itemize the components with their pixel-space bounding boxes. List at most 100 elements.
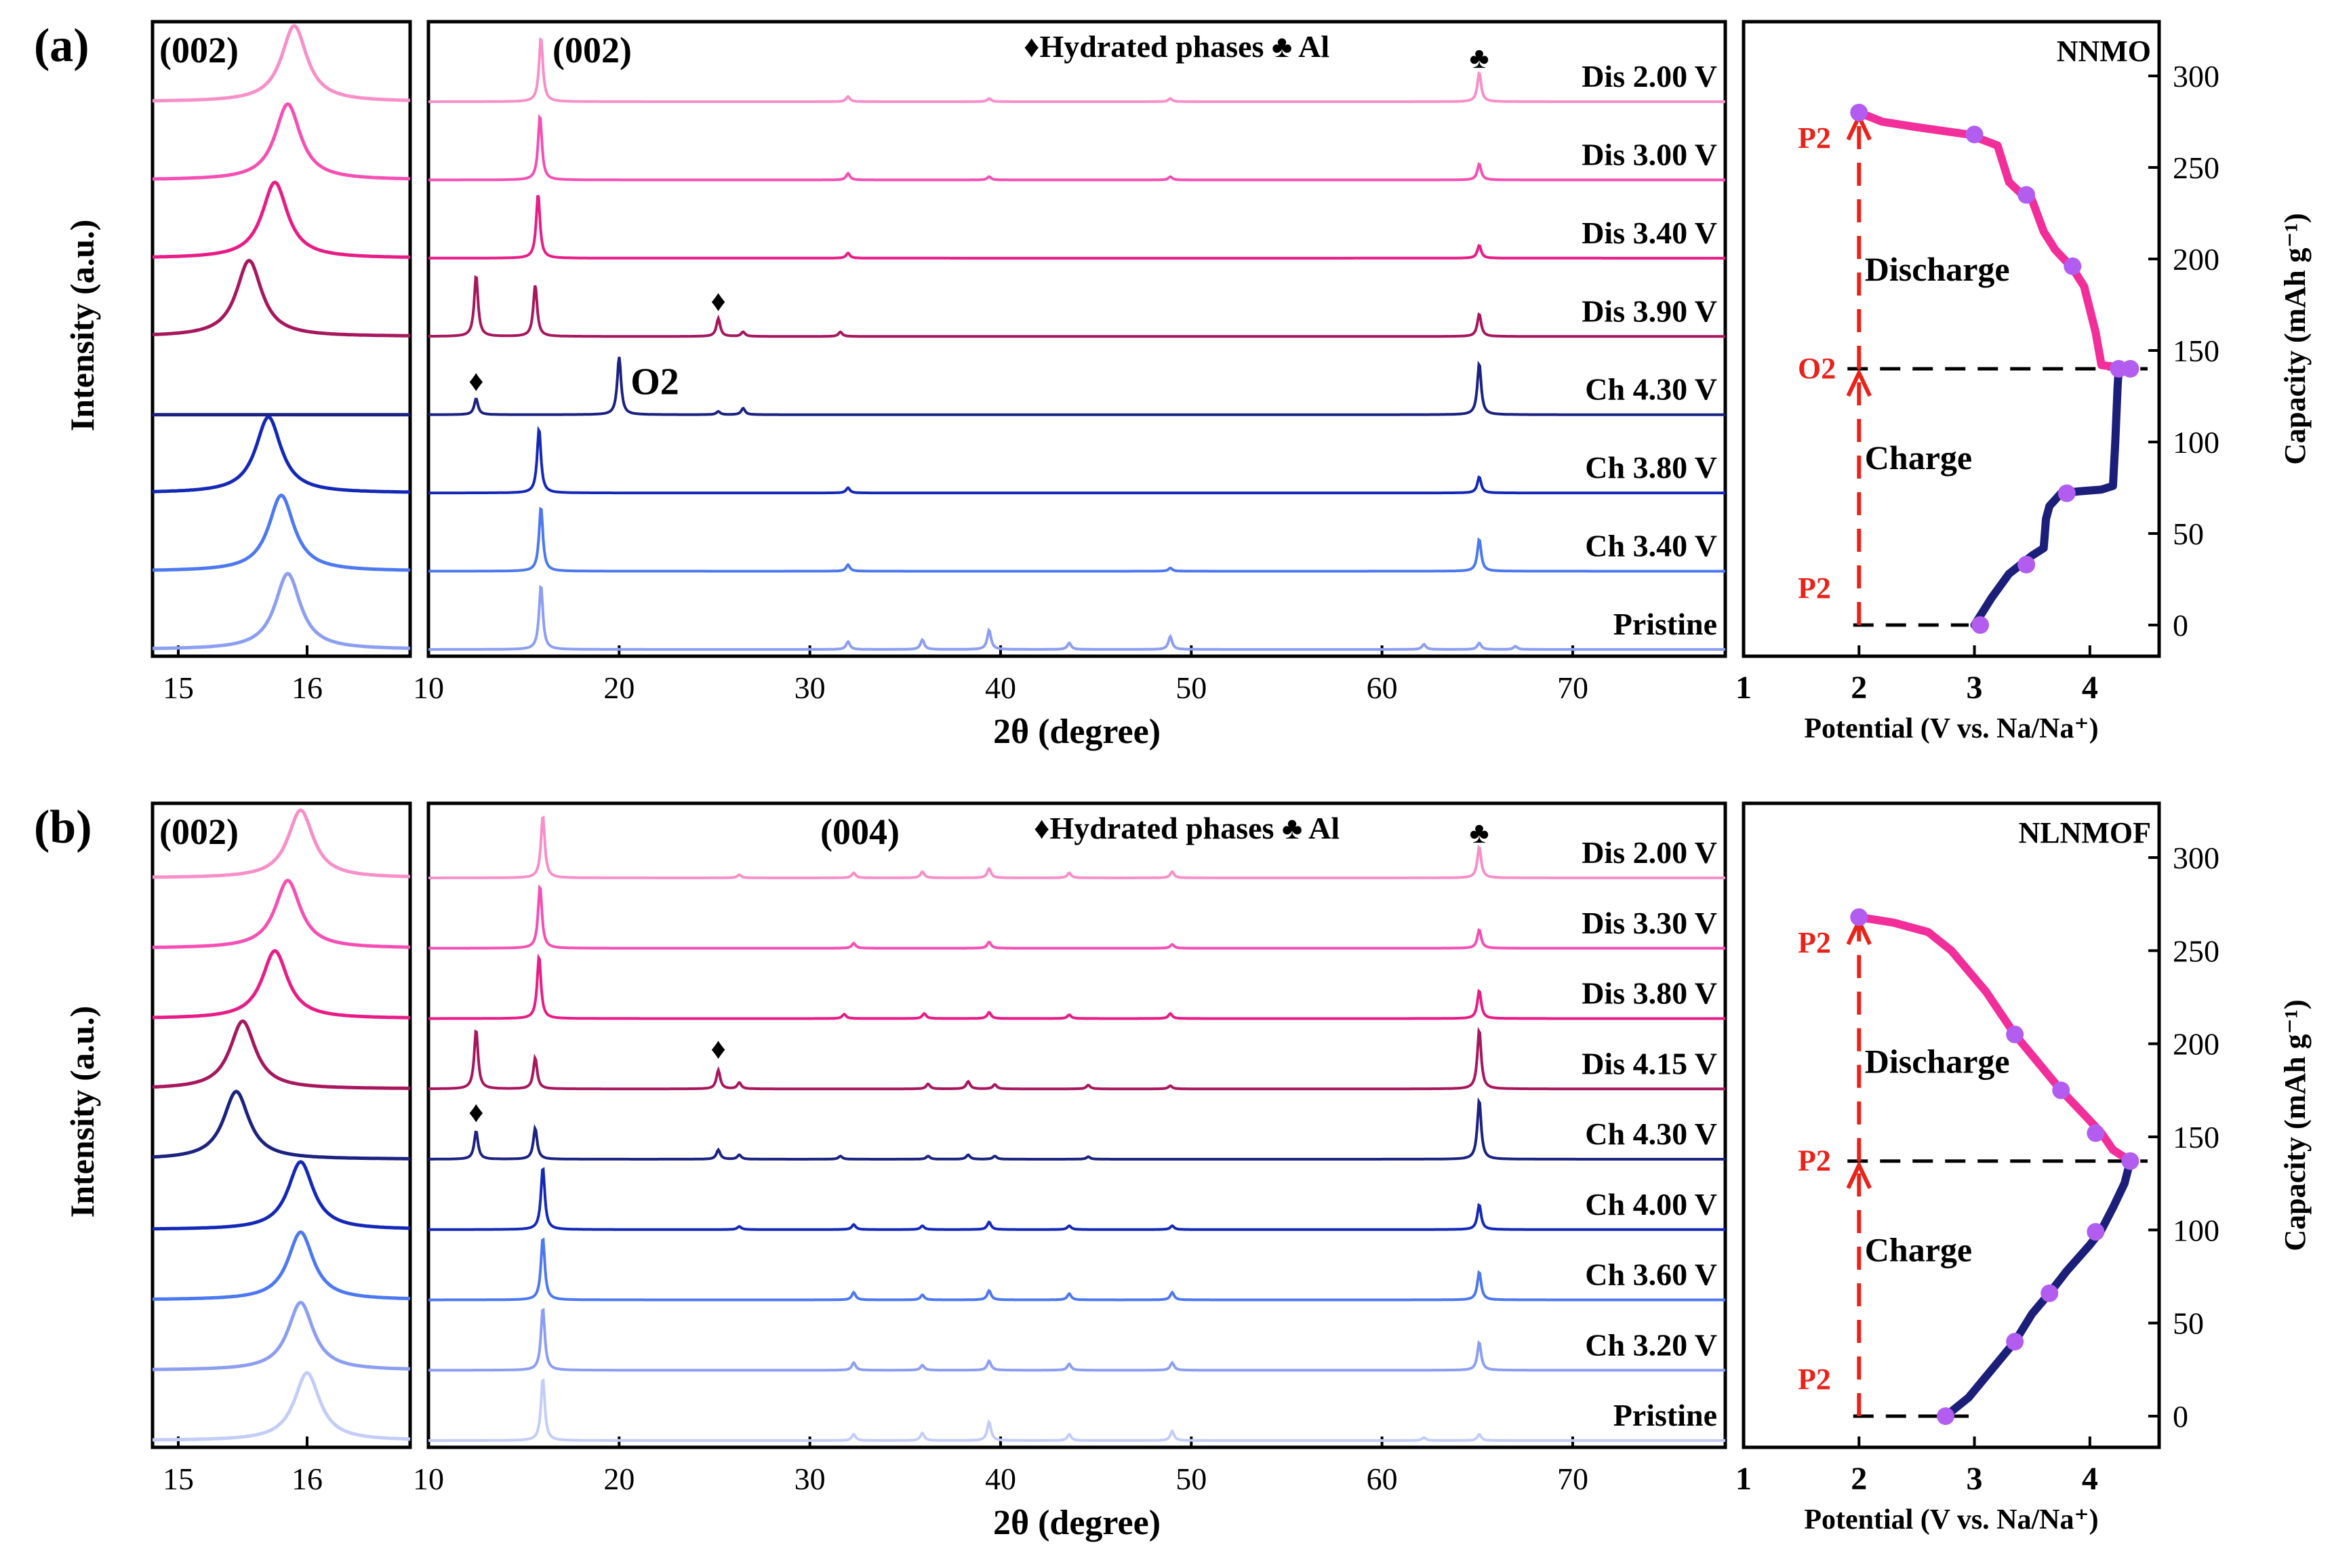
series-label-6: Ch 3.60 V: [1585, 1258, 1717, 1292]
feature-marker-2: ♦: [710, 1032, 725, 1065]
charge-label: Charge: [1865, 1231, 1972, 1269]
zoom-tick-label: 16: [292, 670, 323, 705]
zoom-trace-0: [153, 24, 410, 103]
series-label-7: Pristine: [1613, 607, 1717, 641]
panel-label: (a): [34, 20, 89, 72]
profile-ytick-label: 250: [2173, 150, 2219, 185]
phase-label-1: O2: [1798, 352, 1836, 385]
profile-x-label: Potential (V vs. Na/Na⁺): [1804, 713, 2098, 744]
profile-xtick-label: 4: [2082, 670, 2098, 706]
charge-label: Charge: [1865, 439, 1972, 477]
discharge-curve: [1855, 108, 2135, 373]
series-label-0: Dis 2.00 V: [1582, 835, 1717, 870]
series-label-8: Pristine: [1613, 1398, 1717, 1432]
panel-label: (b): [34, 801, 92, 853]
profile-point-7: [2121, 360, 2139, 378]
zoom-trace-5: [152, 415, 410, 494]
series-label-2: Dis 3.80 V: [1582, 976, 1717, 1011]
profile-ytick-label: 100: [2173, 425, 2219, 460]
feature-marker-1: ♦: [468, 1095, 483, 1129]
phase-label-2: P2: [1798, 121, 1831, 155]
main-tick-label: 50: [1175, 670, 1207, 705]
charge-arrow-head: [1846, 1160, 1872, 1189]
profile-point-2: [2057, 484, 2076, 502]
profile-ytick-label: 150: [2173, 334, 2219, 368]
charge-curve: [1942, 1157, 2135, 1420]
series-label-5: Ch 3.80 V: [1585, 450, 1717, 485]
series-label-2: Dis 3.40 V: [1582, 216, 1717, 250]
main-plane-label: (004): [820, 811, 900, 852]
zoom-tick-label: 15: [163, 670, 194, 705]
main-tick-label: 60: [1367, 1462, 1398, 1496]
zoom-frame: [150, 20, 412, 658]
zoom-trace-1: [152, 879, 411, 949]
discharge-curve: [1855, 912, 2135, 1165]
x-axis-label: 2θ (degree): [993, 1504, 1161, 1542]
zoom-trace-1: [153, 102, 411, 181]
xrd-trace-3: [428, 1026, 1725, 1091]
feature-marker-2: ♦: [710, 284, 725, 317]
zoom-plane-label: (002): [159, 811, 239, 852]
y-axis-label: Intensity (a.u.): [63, 220, 101, 432]
series-label-4: Ch 4.30 V: [1585, 372, 1717, 407]
zoom-tick-label: 15: [163, 1462, 194, 1496]
y-axis-label: Intensity (a.u.): [63, 1006, 101, 1218]
x-axis-label: 2θ (degree): [993, 712, 1161, 751]
xrd-trace-4: [428, 357, 1725, 416]
xrd-trace-7: [428, 1308, 1725, 1372]
profile-point-2: [2041, 1284, 2059, 1302]
zoom-trace-7: [152, 571, 410, 651]
profile-point-4: [1965, 125, 1984, 144]
main-tick-label: 70: [1557, 670, 1588, 705]
profile-point-1: [2006, 1333, 2024, 1351]
zoom-frame: [150, 801, 412, 1449]
main-frame: [426, 801, 1727, 1449]
profile-ytick-label: 200: [2173, 1027, 2219, 1062]
series-label-4: Ch 4.30 V: [1585, 1117, 1717, 1151]
profile-point-6: [2064, 257, 2082, 275]
xrd-trace-0: [428, 37, 1725, 103]
profile-ytick-label: 250: [2173, 933, 2219, 968]
profile-y-label: Capacity (mAh g⁻¹): [2278, 999, 2312, 1251]
discharge-label: Discharge: [1865, 1043, 2010, 1081]
profile-point-8: [1850, 908, 1868, 926]
xrd-trace-8: [428, 1378, 1725, 1442]
main-tick-label: 60: [1367, 670, 1398, 705]
charge-curve: [1970, 365, 2123, 629]
xrd-trace-1: [428, 884, 1725, 950]
zoom-trace-6: [152, 493, 411, 572]
profile-ytick-label: 50: [2173, 517, 2204, 551]
profile-frame: [1742, 801, 2161, 1449]
profile-ytick-label: 300: [2173, 59, 2219, 94]
zoom-trace-7: [152, 1300, 411, 1371]
profile-xtick-label: 3: [1967, 670, 1983, 706]
profile-point-5: [2017, 186, 2036, 204]
series-label-0: Dis 2.00 V: [1582, 59, 1717, 94]
profile-ytick-label: 200: [2173, 242, 2219, 277]
main-frame: [426, 20, 1727, 658]
legend: ♦Hydrated phases ♣ Al: [1024, 29, 1329, 64]
profile-xtick-label: 2: [1851, 670, 1867, 706]
main-tick-label: 20: [603, 1462, 635, 1496]
xrd-trace-7: [428, 584, 1725, 651]
profile-ytick-label: 50: [2173, 1306, 2204, 1341]
phase-label-0: P2: [1798, 1363, 1831, 1396]
profile-ytick-label: 0: [2173, 1399, 2188, 1434]
profile-ytick-label: 100: [2173, 1213, 2219, 1247]
zoom-plane-label: (002): [159, 30, 239, 71]
profile-xtick-label: 2: [1851, 1461, 1867, 1497]
main-plane-label: (002): [552, 30, 632, 71]
profile-ytick-label: 150: [2173, 1120, 2219, 1154]
main-tick-label: 40: [985, 1462, 1016, 1496]
zoom-trace-3: [152, 258, 411, 338]
profile-point-0: [1936, 1407, 1954, 1425]
profile-y-label: Capacity (mAh g⁻¹): [2278, 213, 2312, 464]
profile-xtick-label: 1: [1735, 1461, 1752, 1497]
xrd-trace-3: [428, 275, 1725, 338]
profile-point-4: [2087, 1124, 2105, 1142]
series-label-1: Dis 3.30 V: [1582, 906, 1717, 940]
xrd-trace-2: [428, 195, 1725, 260]
profile-point-8: [1850, 104, 1868, 121]
panel-a: (a)Intensity (a.u.)(002)15 16 10 20 30 40 50 60…: [34, 20, 2312, 751]
